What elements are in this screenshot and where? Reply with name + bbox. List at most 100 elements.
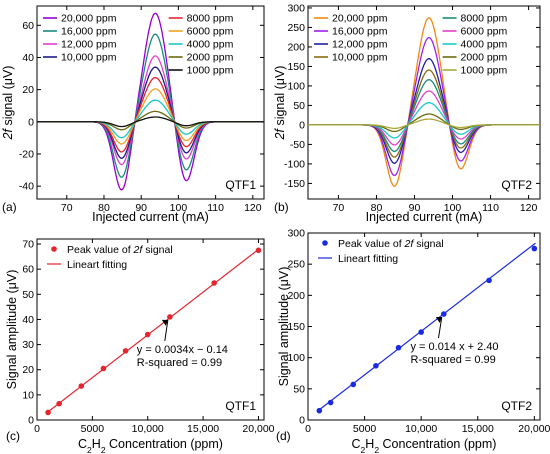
x-axis-label: C2H2 Concentration (ppm): [78, 437, 223, 454]
data-point: [486, 277, 492, 284]
fit-line: [45, 248, 260, 414]
x-tick-label: 15,000: [462, 423, 494, 435]
x-tick-label: 80: [98, 202, 110, 214]
x-tick-label: 110: [482, 202, 499, 214]
y-tick-label: 10: [22, 389, 34, 401]
series-line: [308, 118, 540, 130]
fit-equation: y = 0.0034x − 0.14: [137, 344, 228, 356]
legend-label: 10,000 ppm: [332, 52, 388, 64]
x-tick-label: 70: [61, 202, 73, 214]
x-tick-label: 120: [244, 202, 262, 214]
series-line: [37, 99, 264, 139]
legend-label: 8000 ppm: [461, 13, 508, 25]
fit-r-squared: R-squared = 0.99: [410, 354, 495, 366]
series-line: [37, 88, 264, 145]
y-tick-label: -20: [19, 148, 34, 160]
legend-label: 10,000 ppm: [61, 52, 117, 64]
legend-label: Peak value of 2f signal: [67, 244, 173, 256]
data-point: [56, 400, 62, 407]
panel-a: 70 80 90 100 110 120 -40 -20 0 20 40 60 Injected cur…: [1, 5, 265, 224]
y-tick-label: 0: [299, 119, 305, 131]
y-axis-label: Signal amplitude (μV): [5, 270, 19, 390]
fit-r-squared: R-squared = 0.99: [137, 357, 222, 369]
y-tick-label: -50: [290, 139, 305, 151]
x-axis-label: Injected current (mA): [92, 210, 209, 224]
y-axis-label: 2f signal (μV): [273, 66, 287, 141]
panel-c: 0 5000 10,000 15,000 20,000 0 10 20 30 40 50 60 70 C2…: [5, 238, 275, 454]
x-tick-label: 90: [409, 202, 421, 214]
annotation-arrow: [164, 319, 169, 342]
fit-equation: y = 0.014 x + 2.40: [410, 341, 498, 353]
plot-frame: [307, 5, 541, 200]
data-point: [45, 409, 51, 416]
legend-label: Lineart fitting: [67, 259, 127, 271]
data-point: [211, 280, 217, 286]
panel-letter: (a): [2, 200, 17, 214]
y-tick-label: 0: [28, 415, 34, 427]
y-tick-label: -100: [284, 158, 305, 170]
legend-label: 12,000 ppm: [332, 39, 388, 51]
legend-label: 20,000 ppm: [332, 13, 388, 25]
legend-label: 8000 ppm: [187, 13, 234, 25]
data-point: [350, 381, 357, 388]
y-tick-label: 70: [22, 239, 34, 251]
x-tick-label: 15,000: [187, 423, 219, 435]
legend-label: Peak value of 2f signal: [338, 238, 444, 250]
y-tick-label: 30: [22, 339, 34, 351]
y-tick-label: 250: [287, 22, 305, 34]
legend-label: 2000 ppm: [187, 52, 234, 64]
data-point: [395, 344, 402, 351]
x-tick-label: 10,000: [132, 423, 164, 435]
plot-frame: [36, 5, 265, 200]
arrow-head: [161, 319, 168, 326]
y-tick-label: 50: [293, 383, 305, 395]
x-tick-label: 0: [34, 423, 40, 435]
y-tick-label: 250: [287, 259, 305, 271]
data-point: [327, 399, 334, 406]
y-tick-label: 150: [287, 61, 305, 73]
x-tick-label: 100: [444, 202, 462, 214]
x-tick-label: 0: [305, 423, 311, 435]
series-line: [308, 90, 540, 146]
y-axis-label: 2f signal (μV): [1, 66, 15, 141]
y-tick-label: 40: [22, 52, 34, 64]
data-point: [441, 311, 447, 317]
data-point: [316, 407, 323, 414]
y-tick-label: 60: [22, 264, 34, 276]
x-tick-label: 80: [371, 202, 383, 214]
x-tick-label: 5000: [353, 423, 377, 435]
y-tick-label: 300: [287, 228, 305, 240]
panel-b: 70 80 90 100 110 120 -150 -100 -50 0 50 100 150 200 25…: [273, 2, 541, 224]
data-point: [418, 329, 424, 335]
x-tick-label: 110: [207, 202, 224, 214]
y-tick-label: 20: [22, 84, 34, 96]
legend-label: 16,000 ppm: [332, 26, 388, 38]
y-tick-label: 100: [287, 352, 305, 364]
y-tick-label: 40: [22, 314, 34, 326]
legend-label: 6000 ppm: [461, 26, 508, 38]
legend-marker: [322, 240, 328, 246]
y-tick-label: 0: [28, 116, 34, 128]
panel-letter: (b): [274, 200, 289, 214]
panel-letter: (c): [6, 429, 20, 443]
sensor-tag: QTF1: [225, 178, 256, 192]
legend-marker: [51, 246, 57, 252]
panel-letter: (d): [276, 429, 291, 443]
x-axis-label: Injected current (mA): [366, 210, 483, 224]
series-line: [308, 113, 540, 133]
data-point: [373, 362, 379, 369]
y-axis-label: Signal amplitude (μV): [277, 267, 291, 387]
x-tick-label: 5000: [81, 423, 105, 435]
y-tick-label: 200: [287, 41, 305, 53]
data-point: [100, 365, 107, 372]
data-point: [167, 314, 173, 320]
series-line: [308, 102, 540, 139]
y-tick-label: 50: [293, 100, 305, 112]
legend-label: 1000 ppm: [461, 65, 508, 77]
y-tick-label: 0: [299, 415, 305, 427]
legend-label: 20,000 ppm: [61, 13, 117, 25]
legend-label: 1000 ppm: [187, 65, 234, 77]
x-tick-label: 20,000: [518, 423, 550, 435]
data-point: [531, 245, 538, 252]
sensor-tag: QTF2: [501, 178, 532, 192]
